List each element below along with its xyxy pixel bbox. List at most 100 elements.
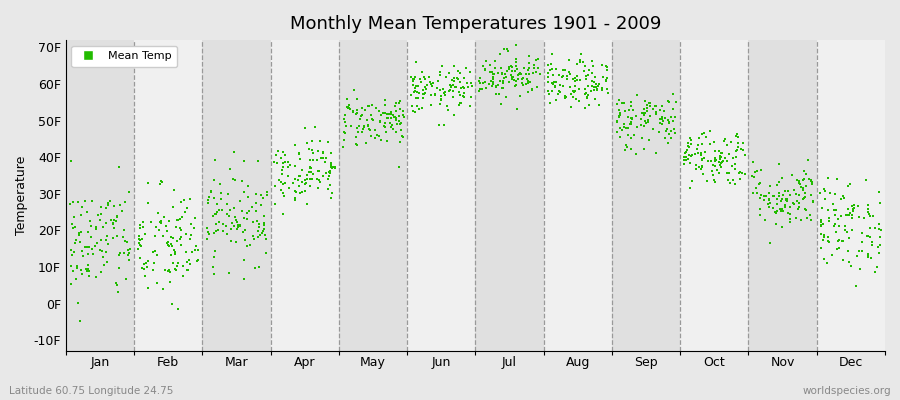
Point xyxy=(62,201,77,207)
Point xyxy=(406,76,420,82)
Point xyxy=(753,206,768,212)
Point xyxy=(629,92,643,98)
Point xyxy=(624,102,638,109)
Point xyxy=(339,122,354,129)
Point xyxy=(98,236,112,243)
Point xyxy=(444,83,458,90)
Point xyxy=(541,70,555,76)
Point xyxy=(802,176,816,182)
Point xyxy=(578,86,592,92)
Point xyxy=(770,201,784,208)
Point xyxy=(140,258,155,265)
Point xyxy=(589,84,603,90)
Point xyxy=(322,169,337,176)
Point xyxy=(148,233,162,240)
Point xyxy=(404,92,419,98)
Point xyxy=(677,154,691,160)
Point xyxy=(560,73,574,80)
Point xyxy=(207,176,221,183)
Point xyxy=(507,76,521,83)
Point xyxy=(303,168,318,175)
Point xyxy=(122,250,136,257)
Point xyxy=(572,57,587,63)
Point xyxy=(664,135,679,141)
Point xyxy=(478,67,492,74)
Point xyxy=(817,234,832,240)
Point xyxy=(611,114,625,120)
Point xyxy=(457,85,472,92)
Point xyxy=(653,120,668,126)
Point xyxy=(393,120,408,126)
Point xyxy=(626,106,640,113)
Point xyxy=(546,78,561,85)
Point xyxy=(582,67,597,74)
Point xyxy=(545,66,560,73)
Point xyxy=(300,140,314,146)
Point xyxy=(770,196,784,202)
Point xyxy=(485,69,500,75)
Point xyxy=(486,79,500,85)
Point xyxy=(487,70,501,77)
Point xyxy=(616,127,630,134)
Point xyxy=(478,66,492,73)
Point xyxy=(278,179,293,186)
Point xyxy=(842,212,856,218)
Point xyxy=(302,183,317,189)
Point xyxy=(163,269,177,276)
Point xyxy=(175,214,189,220)
Point xyxy=(439,74,454,80)
Point xyxy=(599,74,614,81)
Point xyxy=(610,118,625,124)
Point xyxy=(501,64,516,71)
Point xyxy=(214,207,229,213)
Point xyxy=(826,200,841,207)
Point xyxy=(447,75,462,81)
Point xyxy=(305,176,320,182)
Point xyxy=(636,105,651,112)
Point xyxy=(612,97,626,103)
Point xyxy=(310,157,324,164)
Point xyxy=(184,220,198,227)
Point xyxy=(152,227,166,234)
Point xyxy=(587,84,601,90)
Point xyxy=(90,240,104,246)
Point xyxy=(762,204,777,210)
Point xyxy=(360,117,374,123)
Point xyxy=(569,96,583,102)
Point xyxy=(522,71,536,77)
Point xyxy=(859,177,873,184)
Point xyxy=(363,127,377,133)
Point xyxy=(453,92,467,98)
Point xyxy=(117,227,131,233)
Point xyxy=(237,276,251,283)
Point xyxy=(677,157,691,163)
Point xyxy=(666,118,680,124)
Point xyxy=(118,198,132,205)
Point xyxy=(453,79,467,86)
Point xyxy=(839,212,853,218)
Point xyxy=(511,72,526,78)
Point xyxy=(111,289,125,295)
Point xyxy=(251,228,266,234)
Point xyxy=(828,190,842,197)
Point xyxy=(714,164,728,170)
Point xyxy=(340,104,355,111)
Point xyxy=(792,180,806,186)
Point xyxy=(521,80,535,86)
Point xyxy=(872,189,886,195)
Point xyxy=(783,192,797,198)
Point xyxy=(368,135,382,142)
Point xyxy=(549,78,563,85)
Point xyxy=(216,220,230,227)
Point xyxy=(396,112,410,118)
Point xyxy=(103,198,117,204)
Point xyxy=(589,74,603,81)
Point xyxy=(389,128,403,135)
Point xyxy=(825,252,840,258)
Point xyxy=(706,168,720,174)
Point xyxy=(758,216,772,223)
Point xyxy=(713,154,727,160)
Point xyxy=(320,176,335,182)
Point xyxy=(495,70,509,76)
Point xyxy=(383,109,398,115)
